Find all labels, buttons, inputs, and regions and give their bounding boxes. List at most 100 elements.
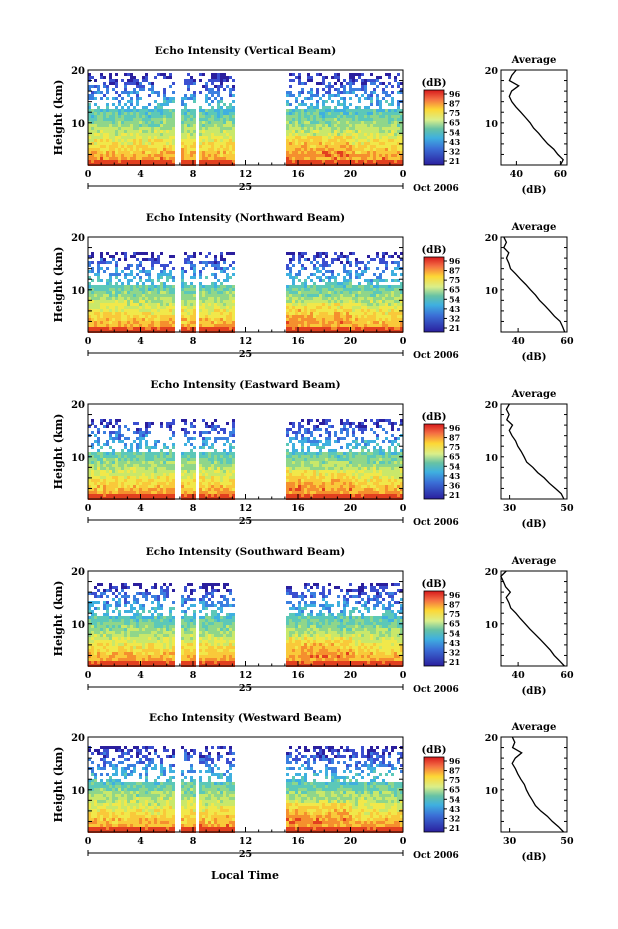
colorbar-tick-label: 21 <box>449 323 460 333</box>
colorbar-tick-label: 75 <box>449 609 460 619</box>
x-tick-label: 4 <box>137 336 144 347</box>
profile-x-tick-label: 50 <box>560 503 574 514</box>
profile-x-tick-label: 40 <box>511 670 525 681</box>
profile-y-tick-label: 10 <box>485 620 499 631</box>
colorbar-label: (dB) <box>422 245 447 256</box>
heatmap-cells <box>88 252 403 333</box>
profile-title: Average <box>511 722 557 733</box>
profile-x-label: (dB) <box>522 519 547 530</box>
x-tick-label: 16 <box>291 336 305 347</box>
colorbar-tick-label: 96 <box>449 590 461 600</box>
y-axis-label: Height (km) <box>52 247 65 323</box>
colorbar-tick-label: 54 <box>449 294 461 304</box>
x-tick-label: 4 <box>137 169 144 180</box>
x-tick-label: 4 <box>137 670 144 681</box>
colorbar-tick-label: 96 <box>449 756 461 766</box>
colorbar-tick-label: 87 <box>449 600 460 610</box>
y-tick-label: 20 <box>71 400 85 411</box>
colorbar-tick-label: 75 <box>449 775 460 785</box>
colorbar-tick-label: 43 <box>449 137 461 147</box>
x-tick-label: 0 <box>400 336 407 347</box>
profile-y-tick-label: 10 <box>485 786 499 797</box>
chart-title: Echo Intensity (Westward Beam) <box>149 712 342 724</box>
y-axis-label: Height (km) <box>52 747 65 823</box>
colorbar-tick-label: 87 <box>449 433 460 443</box>
y-axis-label: Height (km) <box>52 414 65 490</box>
colorbar-label: (dB) <box>422 412 447 423</box>
profile-x-tick-label: 30 <box>503 503 517 514</box>
profile-title: Average <box>511 389 557 400</box>
colorbar-tick-label: 96 <box>449 89 461 99</box>
colorbar-label: (dB) <box>422 745 447 756</box>
colorbar-label: (dB) <box>422 78 447 89</box>
x-tick-label: 0 <box>85 336 92 347</box>
day-label: 25 <box>239 516 252 527</box>
profile-x-tick-label: 50 <box>560 836 574 847</box>
x-tick-label: 12 <box>239 169 252 180</box>
profile-x-tick-label: 60 <box>560 336 574 347</box>
y-tick-label: 10 <box>71 786 85 797</box>
colorbar-tick-label: 43 <box>449 804 461 814</box>
y-tick-label: 10 <box>71 119 85 130</box>
chart-panel: Echo Intensity (Eastward Beam) 10 20 Height… <box>52 379 574 530</box>
profile-title: Average <box>511 556 557 567</box>
y-axis-label: Height (km) <box>52 80 65 156</box>
colorbar-tick-label: 65 <box>449 452 460 462</box>
colorbar-tick-label: 54 <box>449 628 461 638</box>
day-label: 25 <box>239 182 252 193</box>
x-tick-label: 20 <box>344 336 358 347</box>
x-tick-label: 0 <box>85 836 92 847</box>
profile-x-label: (dB) <box>522 185 547 196</box>
colorbar-tick-label: 75 <box>449 108 460 118</box>
x-tick-label: 4 <box>137 836 144 847</box>
x-tick-label: 8 <box>190 836 197 847</box>
chart-panel: Echo Intensity (Northward Beam) 10 20 Heigh… <box>52 212 574 363</box>
colorbar-tick-label: 96 <box>449 423 461 433</box>
colorbar-tick-label: 36 <box>449 480 461 490</box>
profile-y-tick-label: 10 <box>485 119 499 130</box>
x-tick-label: 20 <box>344 836 358 847</box>
x-tick-label: 8 <box>190 169 197 180</box>
colorbar-tick-label: 54 <box>449 127 461 137</box>
x-tick-label: 12 <box>239 336 252 347</box>
chart-title: Echo Intensity (Vertical Beam) <box>155 45 336 57</box>
profile-x-tick-label: 60 <box>554 169 568 180</box>
colorbar-tick-label: 43 <box>449 304 461 314</box>
colorbar-tick-label: 87 <box>449 99 460 109</box>
profile-frame <box>500 69 568 166</box>
x-tick-label: 0 <box>85 503 92 514</box>
profile-line <box>505 403 565 500</box>
y-tick-label: 10 <box>71 620 85 631</box>
colorbar-tick-label: 54 <box>449 461 461 471</box>
day-label: 25 <box>239 349 252 360</box>
x-tick-label: 4 <box>137 503 144 514</box>
heatmap-cells <box>88 746 403 833</box>
bottom-xlabel: Local Time <box>211 869 279 882</box>
chart-title: Echo Intensity (Southward Beam) <box>146 546 345 558</box>
x-tick-label: 0 <box>85 169 92 180</box>
profile-x-label: (dB) <box>522 852 547 863</box>
colorbar <box>423 423 445 500</box>
profile-y-tick-label: 20 <box>485 733 499 744</box>
x-tick-label: 12 <box>239 670 252 681</box>
profile-x-tick-label: 30 <box>503 836 517 847</box>
profile-frame <box>500 736 568 833</box>
x-tick-label: 0 <box>400 503 407 514</box>
y-tick-label: 20 <box>71 567 85 578</box>
profile-x-tick-label: 40 <box>511 336 525 347</box>
colorbar-tick-label: 54 <box>449 794 461 804</box>
profile-title: Average <box>511 55 557 66</box>
y-tick-label: 20 <box>71 233 85 244</box>
heatmap-cells <box>88 73 403 166</box>
x-tick-label: 8 <box>190 670 197 681</box>
colorbar-tick-label: 32 <box>449 647 460 657</box>
profile-y-tick-label: 20 <box>485 233 499 244</box>
profile-line <box>503 236 566 333</box>
y-tick-label: 10 <box>71 453 85 464</box>
colorbar-label: (dB) <box>422 579 447 590</box>
colorbar <box>423 256 445 333</box>
colorbar-tick-label: 65 <box>449 619 460 629</box>
x-tick-label: 8 <box>190 503 197 514</box>
y-tick-label: 10 <box>71 286 85 297</box>
heatmap-cells <box>88 583 403 667</box>
